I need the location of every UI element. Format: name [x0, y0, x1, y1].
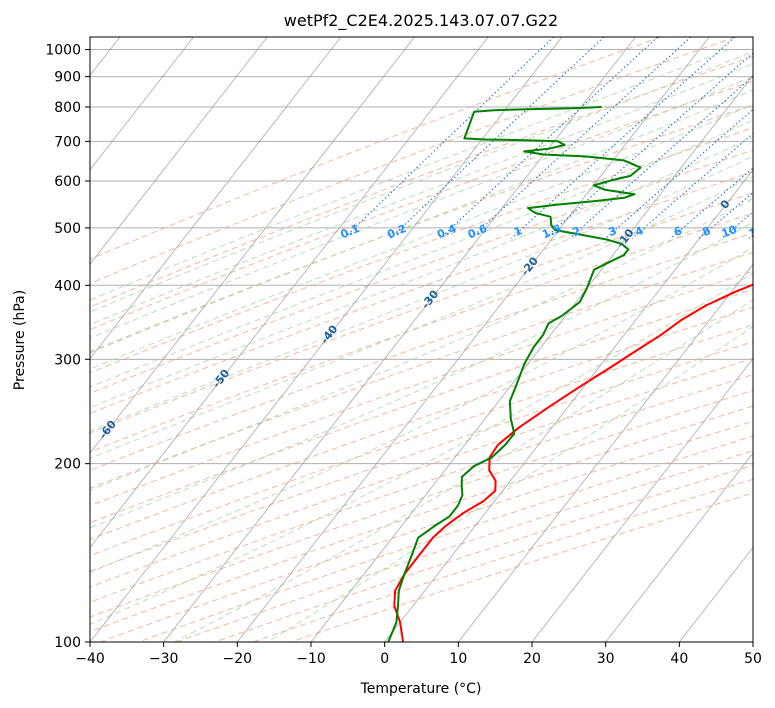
y-axis-label: Pressure (hPa) — [12, 290, 28, 390]
mixing-ratio-label: 3 — [607, 224, 619, 239]
mixing-ratio-line — [670, 167, 753, 239]
mixing-ratio-label: 13 — [747, 223, 766, 241]
isotherm — [163, 37, 636, 642]
y-tick-label: 500 — [54, 221, 81, 237]
mixing-ratio-line — [605, 108, 753, 239]
x-tick-label: −20 — [223, 651, 253, 667]
temperature-profile — [393, 283, 753, 642]
dewpoint-profile — [387, 106, 642, 642]
x-tick-label: 30 — [597, 651, 615, 667]
moist-adiabat — [90, 136, 753, 409]
mixing-ratio-line — [439, 37, 659, 239]
y-tick-label: 900 — [54, 70, 81, 86]
dry-adiabat — [90, 232, 753, 471]
isotherm — [384, 169, 753, 642]
y-tick-label: 600 — [54, 174, 81, 190]
chart-title: wetPf2_C2E4.2025.143.07.07.G22 — [284, 11, 558, 31]
dry-adiabat — [90, 270, 753, 507]
moist-adiabat — [90, 51, 753, 313]
mixing-ratio-label: 1 — [512, 224, 524, 239]
moist-adiabat — [90, 63, 753, 326]
dry-adiabat — [90, 37, 661, 260]
dry-adiabat — [90, 104, 753, 353]
moist-adiabat — [173, 299, 753, 642]
dry-adiabat — [90, 288, 753, 524]
isotherm — [310, 74, 753, 642]
x-tick-label: 0 — [380, 651, 389, 667]
mixing-ratio-label: 10 — [720, 223, 739, 241]
moist-adiabat — [267, 325, 753, 642]
x-tick-label: 10 — [449, 651, 467, 667]
x-tick-label: −10 — [296, 651, 326, 667]
x-axis-label: Temperature (°C) — [360, 681, 482, 697]
mixing-ratio-line — [544, 52, 753, 239]
x-tick-label: 20 — [523, 651, 541, 667]
y-tick-label: 400 — [54, 278, 81, 294]
plot-frame — [89, 36, 754, 643]
x-tick-label: 40 — [670, 651, 688, 667]
moist-adiabat — [90, 89, 753, 354]
mixing-ratio-line — [470, 37, 692, 239]
isotherm — [90, 37, 489, 549]
moist-adiabat — [90, 119, 753, 388]
isotherm — [90, 37, 268, 265]
y-tick-label: 300 — [54, 352, 81, 368]
moist-adiabat — [90, 175, 753, 459]
isotherm — [90, 37, 194, 171]
isotherm — [90, 37, 342, 360]
isotherm — [90, 37, 415, 454]
x-tick-label: 50 — [744, 651, 762, 667]
isotherm — [236, 37, 710, 642]
x-tick-label: −40 — [75, 651, 105, 667]
dry-adiabat — [90, 357, 753, 588]
dry-adiabat — [90, 149, 753, 395]
mixing-ratio-label: 8 — [701, 224, 713, 239]
mixing-ratio-line — [510, 37, 736, 239]
y-tick-label: 100 — [54, 635, 81, 651]
isotherm — [457, 263, 753, 642]
y-tick-label: 1000 — [45, 43, 81, 59]
isotherm — [531, 357, 753, 642]
y-tick-label: 200 — [54, 457, 81, 473]
y-tick-label: 800 — [54, 100, 81, 116]
dry-adiabat — [90, 324, 753, 557]
mixing-ratio-line — [343, 37, 555, 239]
mixing-ratio-label: 2 — [571, 224, 583, 239]
dry-adiabat — [90, 374, 753, 603]
isotherm — [90, 37, 563, 642]
dry-adiabat — [90, 127, 753, 374]
moist-adiabat — [90, 272, 753, 625]
isotherm — [605, 452, 753, 642]
dry-adiabat — [90, 171, 753, 414]
y-tick-label: 700 — [54, 134, 81, 150]
x-tick-label: −30 — [149, 651, 179, 667]
dry-adiabat — [90, 212, 753, 453]
